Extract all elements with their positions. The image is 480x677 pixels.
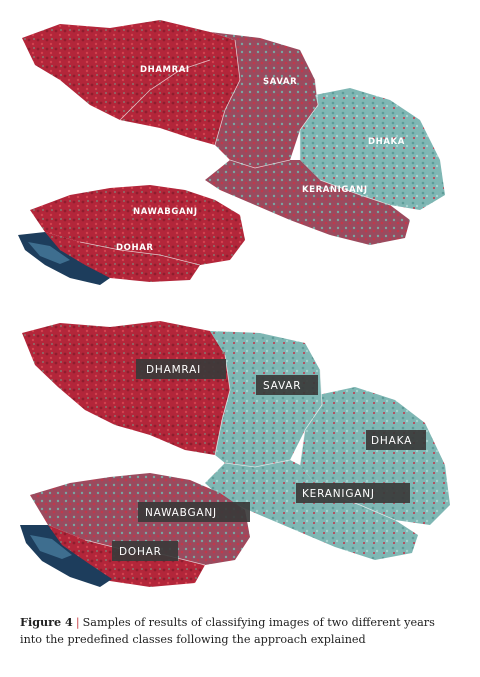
label-savar: SAVAR <box>263 380 301 392</box>
label-dhaka: DHAKA <box>368 137 405 147</box>
caption-text: Samples of results of classifying images… <box>20 616 435 646</box>
region-savar <box>210 32 318 168</box>
label-savar-box: SAVAR <box>256 375 318 395</box>
label-dhamrai-box: DHAMRAI <box>136 359 226 379</box>
label-nawabganj: NAWABGANJ <box>145 507 217 519</box>
region-savar <box>210 331 322 467</box>
label-savar: SAVAR <box>263 77 297 87</box>
figure-label: Figure 4 <box>20 615 73 629</box>
region-keraniganj <box>205 460 418 560</box>
classified-map-bottom: DHAMRAI SAVAR DHAKA KERANIGANJ NAWABGANJ… <box>0 315 480 600</box>
label-dhaka-box: DHAKA <box>366 430 426 450</box>
label-keraniganj-box: KERANIGANJ <box>296 483 410 503</box>
label-nawabganj: NAWABGANJ <box>133 207 198 217</box>
label-keraniganj: KERANIGANJ <box>302 185 368 195</box>
label-dohar: DOHAR <box>116 243 154 253</box>
region-dhamrai <box>22 321 230 455</box>
classified-map-top: DHAMRAI SAVAR DHAKA KERANIGANJ NAWABGANJ… <box>0 10 480 290</box>
region-keraniganj <box>205 160 410 245</box>
label-dhamrai: DHAMRAI <box>140 65 190 75</box>
river-highlight <box>28 242 70 264</box>
map-top-svg: DHAMRAI SAVAR DHAKA KERANIGANJ NAWABGANJ… <box>18 20 445 285</box>
label-keraniganj: KERANIGANJ <box>302 488 375 500</box>
label-dhaka: DHAKA <box>371 435 412 447</box>
label-nawabganj-box: NAWABGANJ <box>138 502 250 522</box>
label-dohar-box: DOHAR <box>112 541 178 561</box>
map-bottom-svg: DHAMRAI SAVAR DHAKA KERANIGANJ NAWABGANJ… <box>20 321 450 587</box>
label-dhamrai: DHAMRAI <box>146 364 201 376</box>
figure-caption: Figure 4 | Samples of results of classifyi… <box>20 614 460 648</box>
region-nawabganj <box>30 185 245 265</box>
region-dhamrai <box>22 20 240 145</box>
caption-separator: | <box>75 616 80 629</box>
label-dohar: DOHAR <box>119 546 162 558</box>
region-dhaka <box>300 88 445 210</box>
boundary-lines <box>79 39 391 266</box>
river-highlight <box>30 535 72 559</box>
